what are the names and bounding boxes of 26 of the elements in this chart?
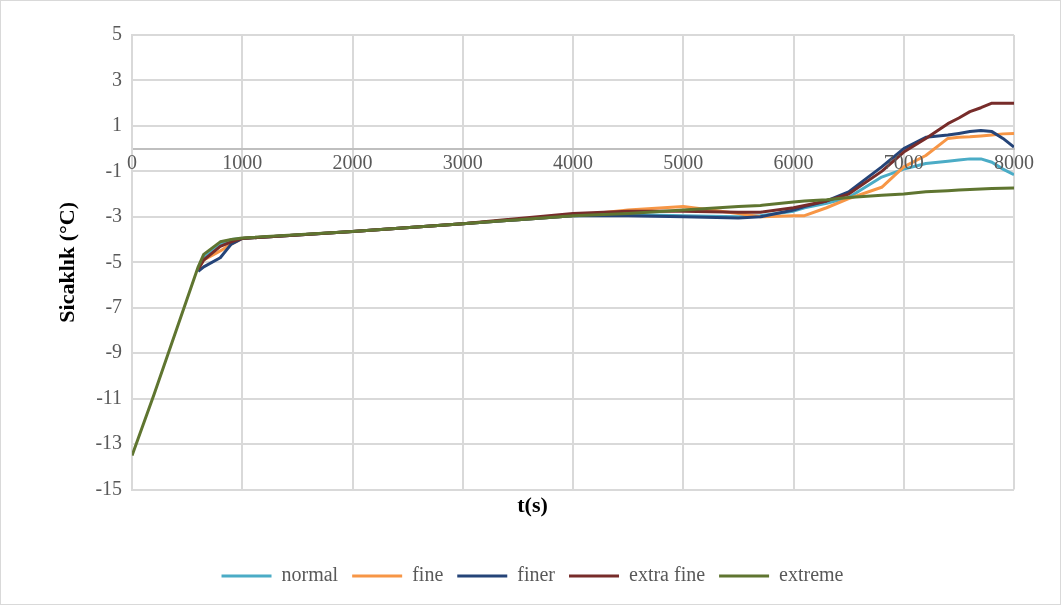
y-axis-title: Sicaklık (°C) [53, 201, 79, 323]
legend-label: extreme [779, 563, 844, 586]
y-tick-label: -1 [105, 158, 123, 181]
x-tick-label: 3000 [442, 150, 483, 173]
legend-label: normal [281, 563, 339, 586]
y-tick-label: -5 [105, 249, 123, 272]
x-tick-label: 4000 [553, 150, 594, 173]
y-tick-label: 5 [112, 22, 123, 45]
x-tick-label: 5000 [663, 150, 704, 173]
x-tick-label: 2000 [332, 150, 373, 173]
x-tick-label: 6000 [773, 150, 814, 173]
y-tick-label: 3 [112, 67, 123, 90]
y-tick-label: -13 [95, 431, 123, 454]
y-tick-label: 1 [112, 113, 123, 136]
legend-label: finer [517, 563, 556, 586]
y-tick-label: -9 [105, 340, 123, 363]
legend-label: fine [412, 563, 444, 586]
y-tick-label: -11 [96, 385, 123, 408]
x-tick-label: 0 [127, 150, 138, 173]
y-tick-label: -7 [105, 295, 123, 318]
y-tick-label: -15 [95, 476, 123, 499]
x-tick-label: 1000 [222, 150, 263, 173]
y-tick-label: -3 [105, 204, 123, 227]
x-tick-label: 8000 [994, 150, 1034, 173]
legend-label: extra fine [629, 563, 706, 586]
x-axis-title: t(s) [517, 492, 548, 518]
